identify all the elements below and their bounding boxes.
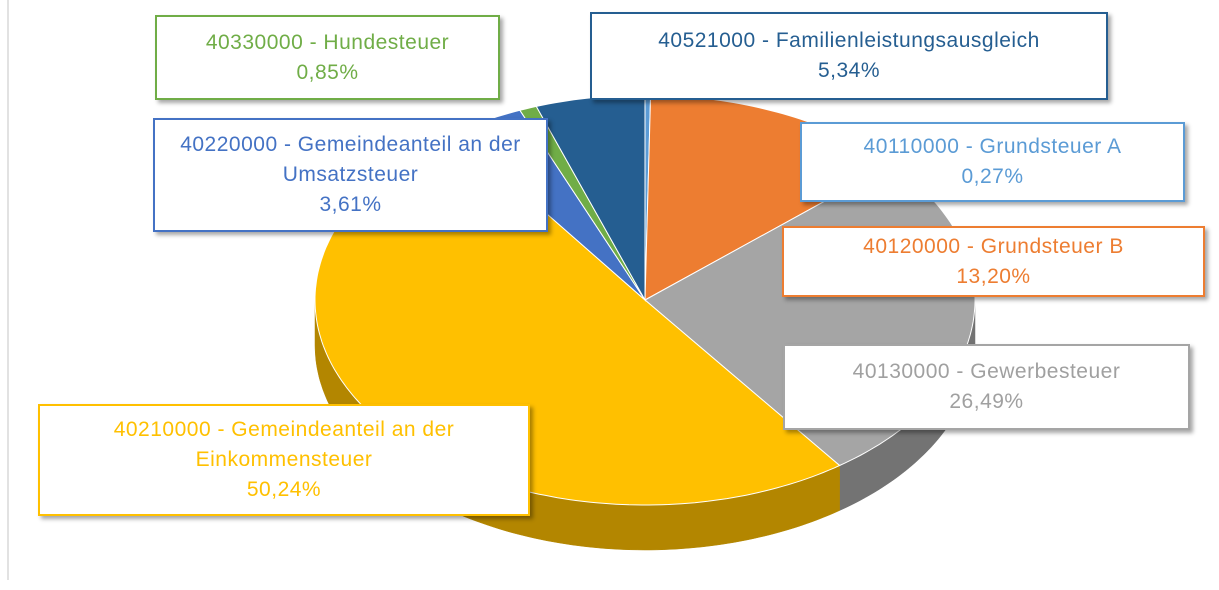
data-label: 40110000 - Grundsteuer A 0,27% <box>800 122 1185 202</box>
data-label: 40220000 - Gemeindeanteil an der Umsatzs… <box>153 118 548 232</box>
label-category: 40210000 - Gemeindeanteil an der Einkomm… <box>113 418 455 471</box>
data-label: 40130000 - Gewerbesteuer 26,49% <box>783 344 1190 430</box>
label-category: 40110000 - Grundsteuer A <box>863 135 1122 158</box>
label-category: 40220000 - Gemeindeanteil an der Umsatzs… <box>180 133 521 186</box>
label-value: 3,61% <box>319 193 382 216</box>
data-label: 40210000 - Gemeindeanteil an der Einkomm… <box>38 404 530 516</box>
label-category: 40330000 - Hundesteuer <box>205 30 450 54</box>
label-category: 40130000 - Gewerbesteuer <box>852 360 1121 383</box>
data-label: 40330000 - Hundesteuer 0,85% <box>155 15 500 100</box>
label-category: 40120000 - Grundsteuer B <box>863 234 1124 258</box>
label-value: 5,34% <box>817 59 881 82</box>
label-value: 0,85% <box>296 60 359 84</box>
data-label: 40521000 - Familienleistungsausgleich 5,3… <box>590 12 1108 100</box>
data-label: 40120000 - Grundsteuer B 13,20% <box>782 226 1205 297</box>
label-value: 26,49% <box>949 390 1024 413</box>
label-value: 0,27% <box>961 165 1024 188</box>
label-category: 40521000 - Familienleistungsausgleich <box>658 29 1040 52</box>
label-value: 13,20% <box>956 264 1031 288</box>
label-value: 50,24% <box>246 478 322 501</box>
